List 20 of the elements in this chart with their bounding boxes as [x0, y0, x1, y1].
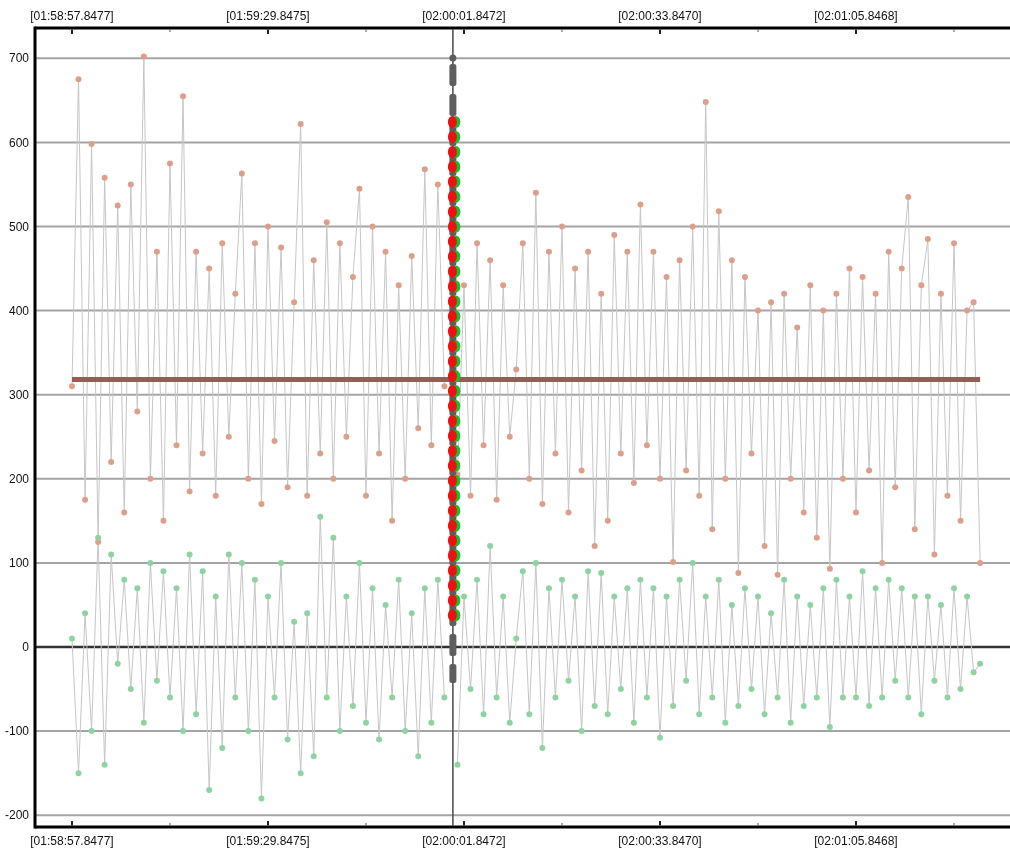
category-label: [02:01:05.8468] [814, 834, 898, 848]
x-tick-label: [01:58:57.8477] [30, 9, 114, 23]
y-tick-label: 200 [8, 472, 30, 486]
y-tick-label: 500 [8, 219, 30, 234]
category-label: [01:58:57.8477] [30, 834, 114, 848]
x-tick-label: [01:59:29.8475] [226, 9, 310, 23]
y-tick-label: 0 [22, 640, 30, 655]
x-tick-label: [02:00:01.8472] [422, 9, 506, 23]
y-tick-label: -100 [4, 724, 30, 739]
y-tick-label: 600 [8, 135, 30, 150]
category-label: [02:00:01.8472] [422, 834, 506, 848]
y-tick-label: 100 [8, 556, 30, 571]
x-tick-label: [02:01:05.8468] [814, 9, 898, 23]
x-tick-label: [02:00:33.8470] [618, 9, 702, 23]
y-tick-label: 400 [8, 303, 30, 318]
category-label: [02:00:33.8470] [618, 834, 702, 848]
y-tick-label: 700 [8, 51, 30, 66]
y-tick-label: 300 [8, 387, 30, 402]
category-label: [01:59:29.8475] [226, 834, 310, 848]
y-tick-label: -200 [4, 808, 30, 823]
